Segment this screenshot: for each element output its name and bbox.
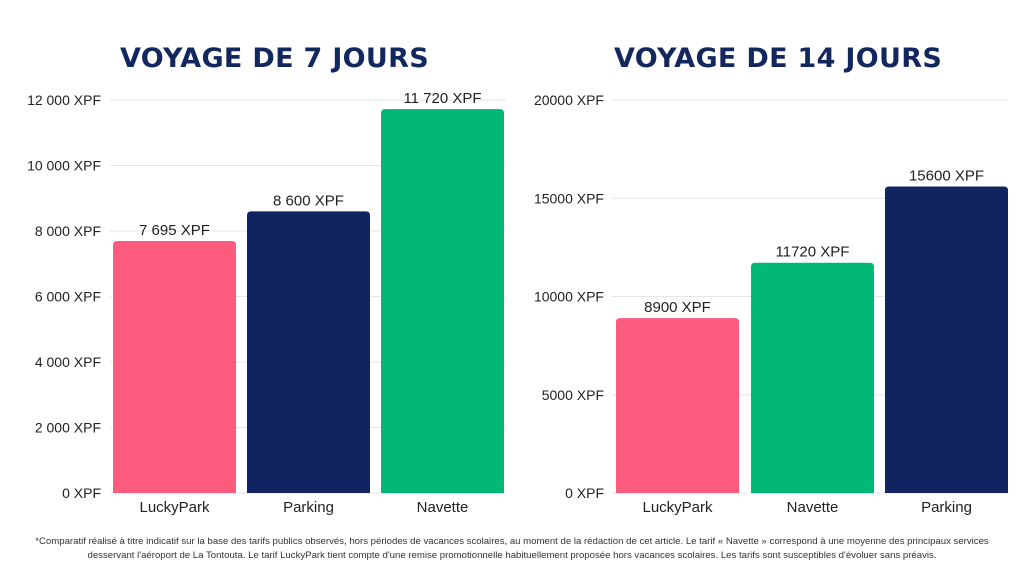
bar-navette: [751, 262, 874, 493]
bar-luckypark: [113, 240, 236, 493]
value-label: 11720 XPF: [776, 244, 850, 261]
y-tick-label: 2 000 XPF: [35, 420, 101, 436]
value-label: 7 695 XPF: [139, 222, 210, 239]
y-tick-label: 0 XPF: [62, 485, 101, 501]
category-label: LuckyPark: [139, 499, 210, 516]
category-label: LuckyPark: [642, 499, 713, 516]
value-label: 11 720 XPF: [403, 90, 481, 107]
chart-title-14-days: VOYAGE DE 14 JOURS: [614, 43, 943, 74]
bar-luckypark: [616, 318, 739, 493]
y-tick-label: 10 000 XPF: [27, 158, 101, 174]
y-tick-label: 15000 XPF: [534, 190, 604, 206]
category-label: Navette: [417, 499, 469, 516]
value-label: 15600 XPF: [909, 167, 984, 184]
footnote-line-1: *Comparatif réalisé à titre indicatif su…: [35, 536, 989, 547]
category-label: Parking: [283, 499, 334, 516]
chart-title-7-days: VOYAGE DE 7 JOURS: [120, 43, 429, 74]
bar-navette: [381, 109, 504, 494]
category-label: Parking: [921, 499, 972, 516]
value-label: 8900 XPF: [644, 299, 711, 316]
category-label: Navette: [787, 499, 839, 516]
y-tick-label: 12 000 XPF: [27, 92, 101, 108]
bar-parking: [885, 186, 1008, 493]
y-tick-label: 5000 XPF: [542, 387, 604, 403]
y-tick-label: 10000 XPF: [534, 289, 604, 305]
footnote-line-2: desservant l'aéroport de La Tontouta. Le…: [87, 550, 937, 561]
footnote: *Comparatif réalisé à titre indicatif su…: [0, 535, 1024, 563]
y-tick-label: 6 000 XPF: [35, 289, 101, 305]
y-tick-label: 20000 XPF: [534, 92, 604, 108]
y-tick-label: 0 XPF: [565, 485, 604, 501]
value-label: 8 600 XPF: [273, 192, 344, 209]
bar-parking: [247, 211, 370, 493]
y-tick-label: 4 000 XPF: [35, 354, 101, 370]
y-tick-label: 8 000 XPF: [35, 223, 101, 239]
